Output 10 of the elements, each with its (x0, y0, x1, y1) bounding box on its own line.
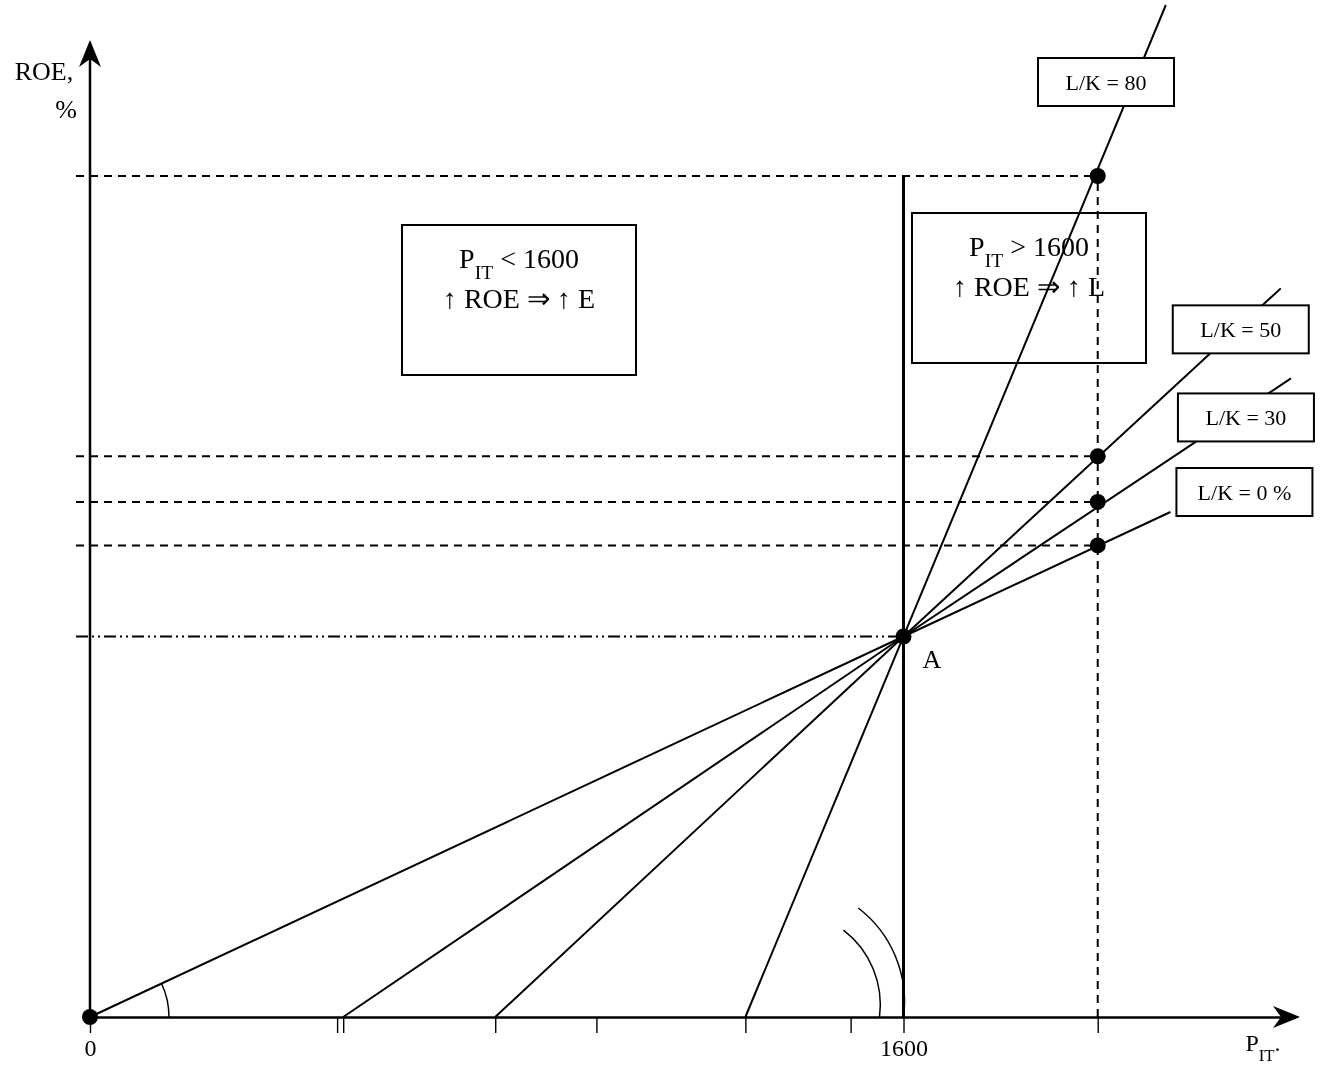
x-axis-title: P$_{IT}$. (1245, 1030, 1281, 1065)
series-label: L/K = 30 (1205, 405, 1287, 431)
series-label: L/K = 80 (1065, 70, 1147, 95)
x-tick-label: 1600 (880, 1035, 928, 1062)
series-label: L/K = 50 (1200, 317, 1282, 343)
annotation: P$_{IT}$ < 1600 ↑ ROE ⇒ ↑ E (442, 243, 596, 314)
series-label: L/K = 0 % (1197, 480, 1292, 506)
annotation: A (922, 645, 942, 674)
x-tick-label: 0 (84, 1035, 97, 1062)
y-axis-title: ROE, % (14, 57, 77, 124)
